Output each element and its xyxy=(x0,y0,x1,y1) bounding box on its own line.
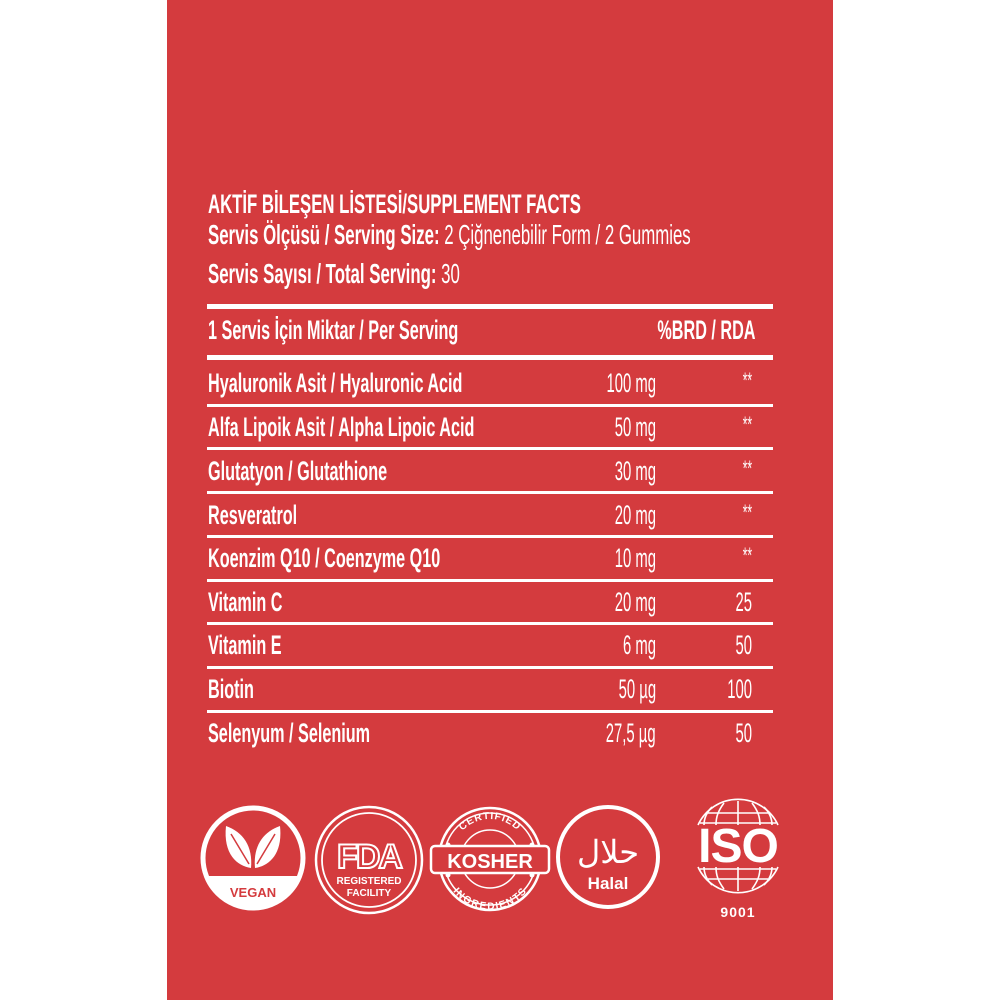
row-divider xyxy=(207,535,773,538)
serving-size-label: Servis Ölçüsü / Serving Size: xyxy=(208,219,440,250)
ingredient-amount: 100 mg xyxy=(606,368,656,398)
ingredient-rda: ** xyxy=(742,456,752,481)
row-divider xyxy=(207,579,773,582)
ingredient-rda: ** xyxy=(742,368,752,393)
svg-text:INGREDIENTS: INGREDIENTS xyxy=(451,886,529,912)
ingredient-name: Resveratrol xyxy=(208,500,298,530)
halal-arabic: حلال xyxy=(577,834,639,870)
table-row: Alfa Lipoik Asit / Alpha Lipoic Acid 50 … xyxy=(207,405,773,449)
vegan-badge: VEGAN xyxy=(200,805,306,911)
ingredient-name: Koenzim Q10 / Coenzyme Q10 xyxy=(208,543,441,573)
ingredient-amount: 50 mg xyxy=(614,412,656,442)
ingredient-rda: 50 xyxy=(735,718,752,748)
supplement-facts-title: AKTİF BİLEŞEN LİSTESİ/SUPPLEMENT FACTS xyxy=(208,190,810,218)
table-row: Resveratrol 20 mg ** xyxy=(207,493,773,537)
ingredient-amount: 30 mg xyxy=(614,456,656,486)
table-row: Vitamin E 6 mg 50 xyxy=(207,623,773,667)
ingredient-rda: 50 xyxy=(735,630,752,660)
ingredient-name: Hyaluronik Asit / Hyaluronic Acid xyxy=(208,368,463,398)
column-header-amount: 1 Servis İçin Miktar / Per Serving xyxy=(208,316,625,344)
row-divider xyxy=(207,710,773,713)
ingredient-rda: 100 xyxy=(727,674,752,704)
total-serving-value: 30 xyxy=(436,258,460,289)
table-row: Selenyum / Selenium 27,5 µg 50 xyxy=(207,711,773,755)
row-divider xyxy=(207,447,773,450)
ingredient-amount: 50 µg xyxy=(618,674,656,704)
leaves-icon xyxy=(225,826,281,868)
iso-number: 9001 xyxy=(720,904,755,920)
rda-header-text: %BRD / RDA xyxy=(657,315,756,345)
divider-header xyxy=(207,355,773,360)
ingredient-amount: 6 mg xyxy=(622,630,656,660)
table-row: Biotin 50 µg 100 xyxy=(207,667,773,711)
row-divider xyxy=(207,666,773,669)
ingredient-rda: 25 xyxy=(735,587,752,617)
kosher-bottom-text: INGREDIENTS xyxy=(451,886,529,912)
kosher-banner-text: KOSHER xyxy=(447,851,533,873)
ingredient-amount: 20 mg xyxy=(614,587,656,617)
column-header-rda: %BRD / RDA xyxy=(592,316,756,344)
total-serving-label: Servis Sayısı / Total Serving: xyxy=(208,258,437,289)
ingredient-rda: ** xyxy=(742,543,752,568)
table-row: Vitamin C 20 mg 25 xyxy=(207,580,773,624)
serving-size: Servis Ölçüsü / Serving Size: 2 Çiğneneb… xyxy=(208,220,1000,250)
halal-badge: حلال Halal xyxy=(556,805,660,909)
iso-badge: ISO 9001 xyxy=(697,798,779,920)
total-serving-line: Servis Sayısı / Total Serving: 30 xyxy=(208,259,460,289)
table-row: Hyaluronik Asit / Hyaluronic Acid 100 mg… xyxy=(207,361,773,405)
globe-icon xyxy=(697,798,779,894)
ingredient-rda: ** xyxy=(742,412,752,437)
fda-logo-text: FDA xyxy=(337,838,402,876)
fda-badge: FDA REGISTERED FACILITY xyxy=(314,805,424,915)
vegan-label: VEGAN xyxy=(230,885,276,900)
kosher-badge: CERTIFIED INGREDIENTS KOSHER xyxy=(429,806,551,912)
fda-line2: FACILITY xyxy=(347,888,392,899)
serving-size-value: 2 Çiğnenebilir Form / 2 Gummies xyxy=(439,219,691,250)
divider-top xyxy=(207,304,773,309)
ingredient-name: Glutatyon / Glutathione xyxy=(208,456,388,486)
ingredient-name: Vitamin E xyxy=(208,630,282,660)
title-text: AKTİF BİLEŞEN LİSTESİ/SUPPLEMENT FACTS xyxy=(208,189,581,219)
ingredient-amount: 27,5 µg xyxy=(606,718,656,748)
amount-header-text: 1 Servis İçin Miktar / Per Serving xyxy=(208,315,459,345)
row-divider xyxy=(207,622,773,625)
fda-line1: REGISTERED xyxy=(336,876,401,887)
ingredient-amount: 20 mg xyxy=(614,500,656,530)
ingredient-name: Biotin xyxy=(208,674,254,704)
ingredient-amount: 10 mg xyxy=(614,543,656,573)
ingredient-rda: ** xyxy=(742,500,752,525)
halal-label: Halal xyxy=(588,874,629,893)
table-row: Koenzim Q10 / Coenzyme Q10 10 mg ** xyxy=(207,536,773,580)
row-divider xyxy=(207,404,773,407)
total-serving: Servis Sayısı / Total Serving: 30 xyxy=(208,259,628,289)
row-divider xyxy=(207,491,773,494)
iso-logo-text: ISO xyxy=(698,820,778,873)
serving-size-line: Servis Ölçüsü / Serving Size: 2 Çiğneneb… xyxy=(208,220,691,250)
ingredient-name: Selenyum / Selenium xyxy=(208,718,371,748)
ingredient-name: Vitamin C xyxy=(208,587,283,617)
table-row: Glutatyon / Glutathione 30 mg ** xyxy=(207,449,773,493)
ingredient-name: Alfa Lipoik Asit / Alpha Lipoic Acid xyxy=(208,412,475,442)
